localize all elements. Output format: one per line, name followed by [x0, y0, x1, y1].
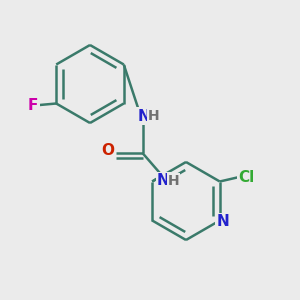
Text: H: H	[148, 109, 160, 123]
Text: N: N	[216, 214, 229, 230]
Text: H: H	[168, 174, 179, 188]
Text: F: F	[28, 98, 38, 112]
Text: N: N	[157, 173, 170, 188]
Text: Cl: Cl	[238, 169, 255, 184]
Text: N: N	[138, 109, 150, 124]
Text: O: O	[101, 143, 115, 158]
